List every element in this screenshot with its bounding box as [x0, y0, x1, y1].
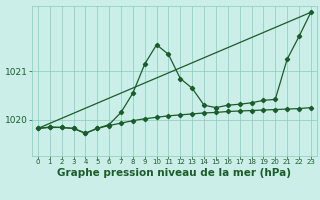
X-axis label: Graphe pression niveau de la mer (hPa): Graphe pression niveau de la mer (hPa) — [57, 168, 292, 178]
